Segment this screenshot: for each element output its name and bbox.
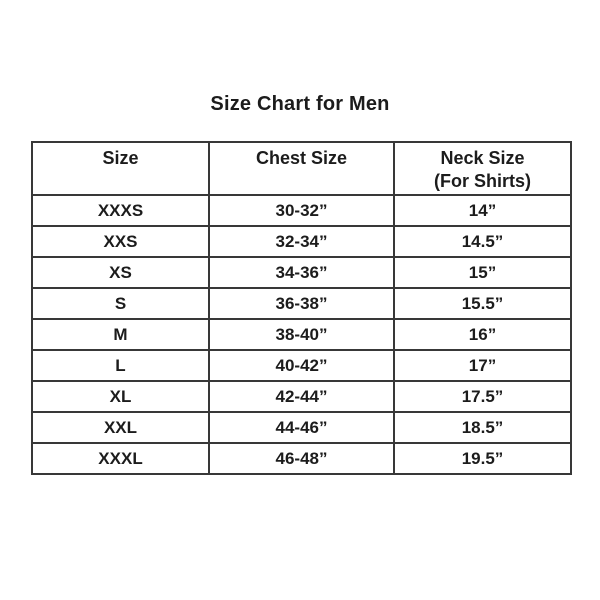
table-row: XXL 44-46” 18.5” (31, 411, 572, 444)
neck-size-cell: 18.5” (393, 411, 572, 444)
size-cell: S (31, 287, 210, 320)
chest-size-cell: 38-40” (208, 318, 395, 351)
neck-size-cell: 19.5” (393, 442, 572, 475)
size-cell: XXL (31, 411, 210, 444)
chest-size-cell: 46-48” (208, 442, 395, 475)
size-cell: XL (31, 380, 210, 413)
table-row: S 36-38” 15.5” (31, 287, 572, 320)
table-row: L 40-42” 17” (31, 349, 572, 382)
table-row: XXXS 30-32” 14” (31, 194, 572, 227)
column-header-chest-size: Chest Size (208, 141, 395, 196)
column-header-label: Size (102, 148, 139, 168)
neck-size-cell: 14.5” (393, 225, 572, 258)
neck-size-cell: 15.5” (393, 287, 572, 320)
table-row: XXS 32-34” 14.5” (31, 225, 572, 258)
table-row: M 38-40” 16” (31, 318, 572, 351)
size-cell: XXS (31, 225, 210, 258)
size-cell: XXXS (31, 194, 210, 227)
neck-size-cell: 14” (393, 194, 572, 227)
chest-size-cell: 32-34” (208, 225, 395, 258)
table-row: XL 42-44” 17.5” (31, 380, 572, 413)
chest-size-cell: 36-38” (208, 287, 395, 320)
chest-size-cell: 44-46” (208, 411, 395, 444)
neck-size-cell: 16” (393, 318, 572, 351)
chest-size-cell: 34-36” (208, 256, 395, 289)
table-header-row: Size Chest Size Neck Size (For Shirts) (31, 141, 572, 196)
column-header-size: Size (31, 141, 210, 196)
column-header-sublabel: (For Shirts) (434, 171, 531, 191)
chest-size-cell: 40-42” (208, 349, 395, 382)
chest-size-cell: 30-32” (208, 194, 395, 227)
page-title: Size Chart for Men (210, 93, 390, 115)
column-header-label: Neck Size (440, 148, 525, 168)
table-row: XS 34-36” 15” (31, 256, 572, 289)
neck-size-cell: 17.5” (393, 380, 572, 413)
size-cell: XS (31, 256, 210, 289)
chest-size-cell: 42-44” (208, 380, 395, 413)
column-header-label: Chest Size (255, 148, 348, 168)
size-cell: M (31, 318, 210, 351)
size-cell: XXXL (31, 442, 210, 475)
size-chart-table: Size Chest Size Neck Size (For Shirts) X… (31, 141, 572, 475)
column-header-neck-size: Neck Size (For Shirts) (393, 141, 572, 196)
neck-size-cell: 15” (393, 256, 572, 289)
neck-size-cell: 17” (393, 349, 572, 382)
table-row: XXXL 46-48” 19.5” (31, 442, 572, 475)
size-cell: L (31, 349, 210, 382)
